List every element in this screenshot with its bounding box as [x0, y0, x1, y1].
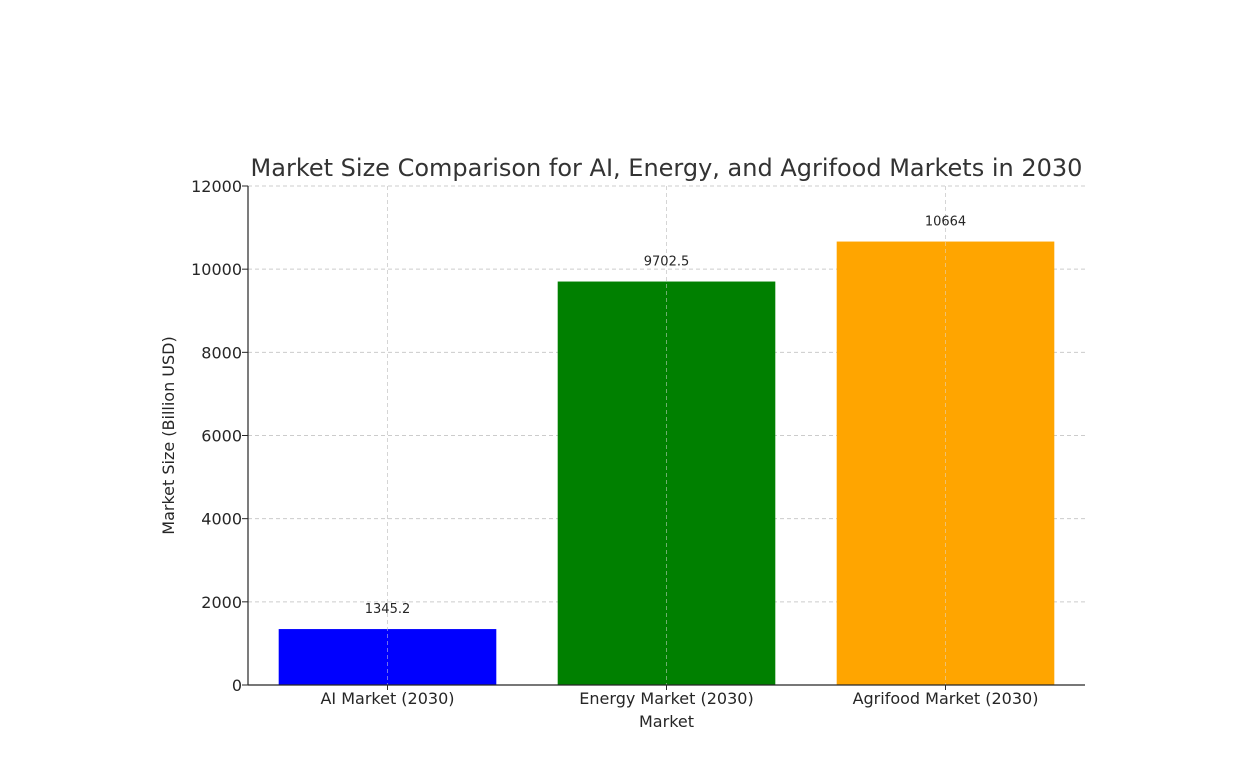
bar-layer	[278, 186, 1055, 685]
chart-title: Market Size Comparison for AI, Energy, a…	[251, 154, 1083, 182]
x-tick-label: Agrifood Market (2030)	[853, 689, 1039, 708]
y-axis-label: Market Size (Billion USD)	[159, 336, 178, 534]
bar-value-label: 9702.5	[644, 255, 690, 270]
label-layer: Market Size Comparison for AI, Energy, a…	[159, 154, 1082, 731]
y-tick-label: 12000	[191, 177, 242, 196]
y-tick-label: 10000	[191, 260, 242, 279]
y-tick-label: 2000	[201, 593, 242, 612]
y-tick-label: 6000	[201, 427, 242, 446]
axis-layer	[242, 185, 1085, 690]
y-tick-label: 8000	[201, 343, 242, 362]
x-axis-label: Market	[639, 712, 694, 731]
bar-value-label: 10664	[925, 215, 966, 230]
x-tick-label: AI Market (2030)	[320, 689, 454, 708]
bar-value-label: 1345.2	[365, 602, 411, 617]
y-tick-label: 4000	[201, 510, 242, 529]
x-tick-label: Energy Market (2030)	[579, 689, 753, 708]
y-tick-label: 0	[232, 676, 242, 695]
